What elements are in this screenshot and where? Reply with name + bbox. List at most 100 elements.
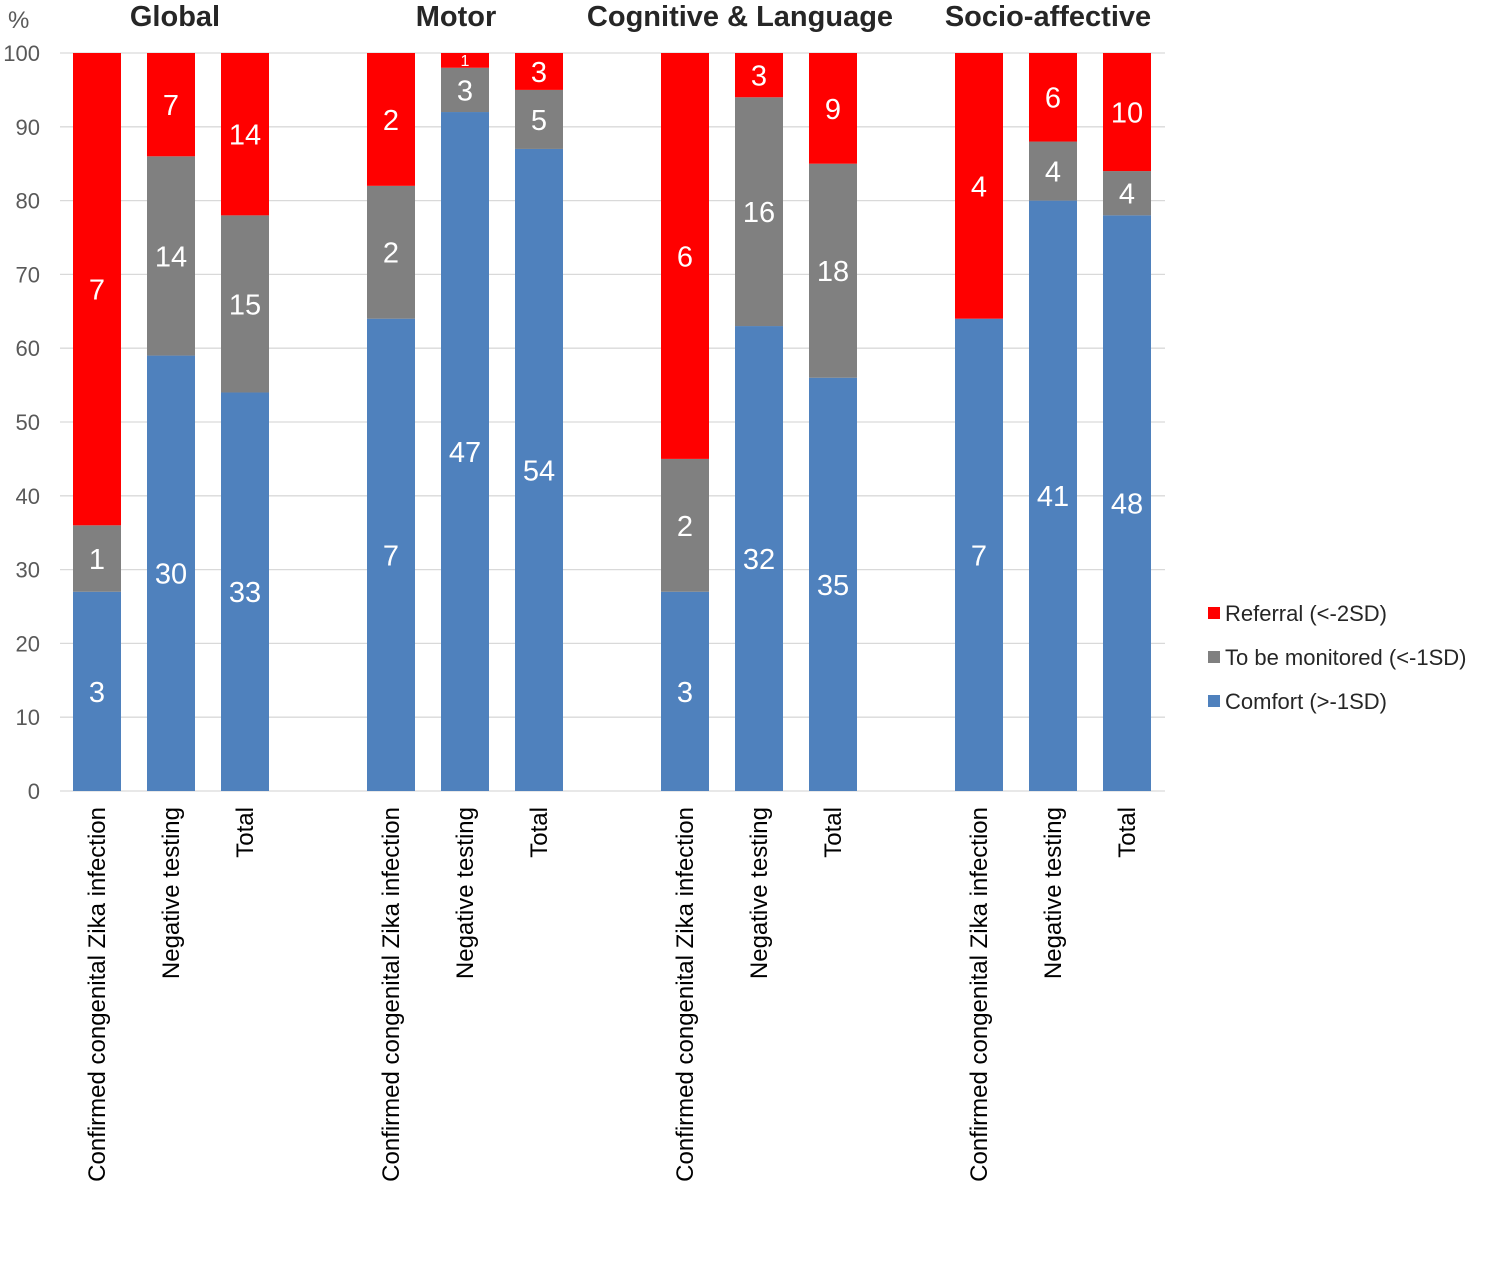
x-category-label: Confirmed congenital Zika infection (966, 807, 993, 1182)
data-label: 5 (531, 105, 547, 137)
data-label: 2 (383, 238, 399, 270)
x-category-label: Total (1114, 807, 1141, 858)
y-tick-label: 50 (16, 410, 40, 435)
bar-segment-comfort (367, 318, 415, 791)
data-label: 4 (971, 171, 987, 203)
bar-segment-monitored (1029, 141, 1077, 201)
data-label: 7 (163, 90, 179, 122)
bar-stack: 7 2 2 (367, 53, 415, 791)
y-tick-label: 20 (16, 631, 40, 656)
y-tick-label: 80 (16, 189, 40, 214)
data-label: 6 (677, 241, 693, 273)
y-tick-label: 70 (16, 262, 40, 287)
bar-segment-comfort (515, 148, 563, 791)
legend-swatch (1208, 695, 1220, 707)
bar-stack: 3 1 7 (73, 53, 121, 791)
bar-segment-comfort (1029, 200, 1077, 792)
data-label: 2 (383, 105, 399, 137)
y-tick-label: 100 (3, 41, 40, 66)
y-tick-label: 40 (16, 484, 40, 509)
data-label: 30 (155, 559, 187, 591)
x-category-label: Total (820, 807, 847, 858)
legend-label: Comfort (>-1SD) (1225, 689, 1387, 714)
bar-segment-comfort (735, 326, 783, 791)
bar-stack: 3 2 6 (661, 53, 709, 791)
bar-stack: 32 16 3 (735, 53, 783, 791)
data-label: 1 (461, 53, 470, 70)
category-labels: Confirmed congenital Zika infection Negat… (84, 807, 1141, 1182)
x-category-label: Negative testing (158, 807, 185, 979)
bar-segment-monitored (221, 215, 269, 393)
bars: 3173014733151472247315453326321633518974… (73, 53, 1151, 792)
data-label: 15 (229, 289, 261, 321)
bar-segment-monitored (441, 67, 489, 113)
bar-segment-monitored (367, 185, 415, 319)
bar-segment-monitored (809, 163, 857, 378)
bar-segment-referral (441, 53, 489, 68)
bar-segment-monitored (735, 97, 783, 327)
bar-segment-monitored (515, 89, 563, 149)
data-label: 7 (971, 540, 987, 572)
data-label: 14 (155, 241, 187, 273)
bar-segment-monitored (73, 525, 121, 592)
bar-segment-referral (809, 53, 857, 164)
y-axis-label: % (8, 7, 29, 34)
data-label: 35 (817, 570, 849, 602)
bar-segment-referral (367, 53, 415, 186)
bar-segment-monitored (661, 458, 709, 592)
data-label: 33 (229, 577, 261, 609)
data-label: 32 (743, 544, 775, 576)
data-label: 3 (531, 57, 547, 89)
legend-label: To be monitored (<-1SD) (1225, 645, 1467, 670)
legend-swatch (1208, 651, 1220, 663)
bar-segment-referral (735, 53, 783, 98)
bar-segment-comfort (147, 355, 195, 791)
bar-stack: 54 5 3 (515, 53, 563, 791)
data-label: 4 (1119, 179, 1135, 211)
data-label: 48 (1111, 489, 1143, 521)
bar-stack: 41 4 6 (1029, 53, 1077, 792)
group-title: Global (130, 1, 220, 33)
legend-item: Referral (<-2SD) (1208, 601, 1387, 626)
bar-segment-referral (147, 53, 195, 157)
legend-swatch (1208, 607, 1220, 619)
bar-stack: 30 14 7 (147, 53, 195, 791)
bar-segment-monitored (147, 156, 195, 356)
data-label: 14 (229, 120, 261, 152)
data-label: 3 (457, 75, 473, 107)
x-category-label: Negative testing (452, 807, 479, 979)
data-label: 47 (449, 437, 481, 469)
y-tick-label: 30 (16, 558, 40, 583)
bar-segment-comfort (73, 591, 121, 791)
bar-stack: 47 3 1 (441, 53, 489, 792)
x-category-label: Total (232, 807, 259, 858)
group-titles: Global Motor Cognitive & Language Socio-aff… (130, 1, 1151, 33)
bar-stack: 33 15 14 (221, 53, 269, 791)
bar-segment-monitored (1103, 171, 1151, 216)
data-label: 41 (1037, 481, 1069, 513)
data-label: 9 (825, 94, 841, 126)
y-axis: % 0 10 20 30 40 50 60 70 80 90 100 (3, 7, 40, 804)
bar-segment-referral (221, 53, 269, 216)
bar-segment-referral (661, 53, 709, 459)
data-label: 10 (1111, 97, 1143, 129)
bar-segment-comfort (661, 591, 709, 791)
data-label: 16 (743, 197, 775, 229)
y-tick-label: 0 (28, 779, 40, 804)
bar-stack: 74 (955, 53, 1003, 791)
data-label: 54 (523, 455, 555, 487)
data-label: 3 (677, 677, 693, 709)
data-label: 4 (1045, 157, 1061, 189)
bar-segment-referral (515, 53, 563, 90)
bar-segment-comfort (441, 112, 489, 792)
group-title: Motor (416, 1, 497, 33)
x-category-label: Confirmed congenital Zika infection (378, 807, 405, 1182)
bar-segment-comfort (221, 392, 269, 791)
bar-segment-comfort (1103, 215, 1151, 792)
x-category-label: Confirmed congenital Zika infection (84, 807, 111, 1182)
data-label: 7 (89, 275, 105, 307)
data-label: 3 (89, 677, 105, 709)
bar-segment-referral (1029, 53, 1077, 142)
bar-segment-comfort (809, 377, 857, 791)
